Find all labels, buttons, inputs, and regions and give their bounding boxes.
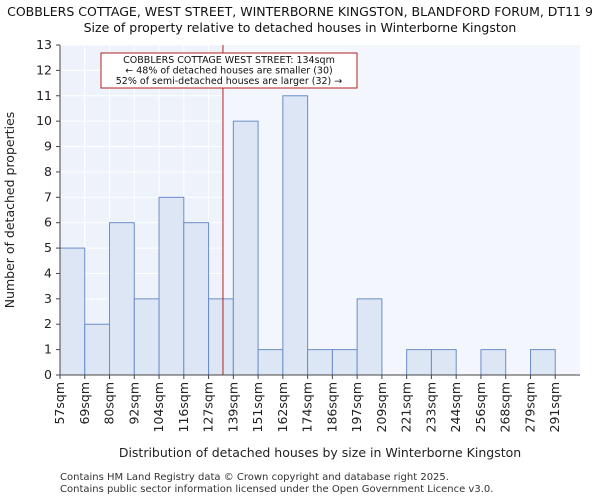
y-tick-label: 13 — [36, 37, 52, 52]
y-tick-label: 6 — [44, 215, 52, 230]
bar-92sqm — [133, 298, 160, 376]
y-tick-label: 5 — [44, 240, 52, 255]
y-tick-label: 9 — [44, 139, 52, 154]
bar-104sqm — [158, 196, 185, 376]
y-axis-label: Number of detached properties — [2, 112, 17, 309]
annotation-line-2: ← 48% of detached houses are smaller (30… — [125, 66, 332, 77]
annotation-line-3: 52% of semi-detached houses are larger (… — [116, 76, 343, 87]
bar-162sqm — [282, 95, 309, 376]
bar-80sqm — [109, 222, 135, 376]
x-tick-label: 221sqm — [399, 382, 414, 432]
x-tick-label: 279sqm — [522, 382, 537, 432]
x-tick-label: 116sqm — [176, 382, 191, 432]
x-tick-label: 244sqm — [448, 382, 463, 432]
x-tick-label: 256sqm — [473, 382, 488, 432]
bar-197sqm — [356, 298, 383, 376]
x-tick-label: 291sqm — [547, 382, 562, 432]
x-tick-label: 80sqm — [102, 382, 117, 425]
x-tick-label: 233sqm — [423, 382, 438, 432]
y-tick-label: 8 — [44, 164, 52, 179]
x-tick-label: 127sqm — [201, 382, 216, 432]
y-tick-label: 12 — [36, 62, 52, 77]
x-tick-label: 162sqm — [275, 382, 290, 432]
y-tick-label: 2 — [44, 316, 52, 331]
y-tick-label: 7 — [44, 189, 52, 204]
x-tick-label: 186sqm — [324, 382, 339, 432]
y-tick-label: 0 — [44, 367, 52, 382]
annotation-box: COBBLERS COTTAGE WEST STREET: 134sqm ← 4… — [100, 52, 358, 89]
x-tick-label: 151sqm — [250, 382, 265, 432]
chart-subtitle: Size of property relative to detached ho… — [83, 20, 517, 35]
annotation-border — [100, 52, 358, 89]
axes — [59, 45, 580, 376]
bar-256sqm — [480, 349, 507, 376]
bar-174sqm — [307, 349, 333, 376]
y-tick-label: 3 — [44, 291, 52, 306]
title-area: COBBLERS COTTAGE, WEST STREET, WINTERBOR… — [0, 0, 600, 40]
footer-line-1: Contains HM Land Registry data © Crown c… — [60, 472, 449, 483]
x-tick-label: 57sqm — [52, 382, 67, 425]
bar-139sqm — [232, 120, 259, 376]
x-tick-label: 104sqm — [151, 382, 166, 432]
x-tick-label: 174sqm — [300, 382, 315, 432]
bar-186sqm — [331, 349, 358, 376]
x-tick-label: 92sqm — [126, 382, 141, 425]
highlight-region — [222, 45, 581, 375]
bar-233sqm — [430, 349, 457, 376]
bar-127sqm — [208, 298, 234, 376]
bar-116sqm — [183, 222, 210, 376]
x-tick-labels: 57sqm 69sqm 80sqm 92sqm 104sqm 116sqm 127sqm 13… — [52, 375, 562, 432]
x-tick-label: 69sqm — [77, 382, 92, 425]
bar-69sqm — [84, 323, 111, 376]
y-tick-label: 10 — [36, 113, 52, 128]
bar-279sqm — [529, 349, 556, 376]
y-tick-label: 4 — [44, 265, 52, 280]
x-tick-label: 139sqm — [225, 382, 240, 432]
bars — [59, 95, 556, 376]
bar-221sqm — [406, 349, 432, 376]
x-tick-label: 197sqm — [349, 382, 364, 432]
x-tick-label: 209sqm — [374, 382, 389, 432]
bar-57sqm — [59, 247, 86, 376]
x-axis-label: Distribution of detached houses by size … — [119, 445, 521, 460]
annotation-line-1: COBBLERS COTTAGE WEST STREET: 134sqm — [123, 55, 335, 66]
bar-151sqm — [257, 349, 284, 376]
y-tick-label: 1 — [44, 342, 52, 357]
x-tick-label: 268sqm — [498, 382, 513, 432]
footer-line-2: Contains public sector information licen… — [60, 484, 494, 495]
y-tick-label: 11 — [36, 88, 52, 103]
chart-title: COBBLERS COTTAGE, WEST STREET, WINTERBOR… — [7, 4, 593, 19]
